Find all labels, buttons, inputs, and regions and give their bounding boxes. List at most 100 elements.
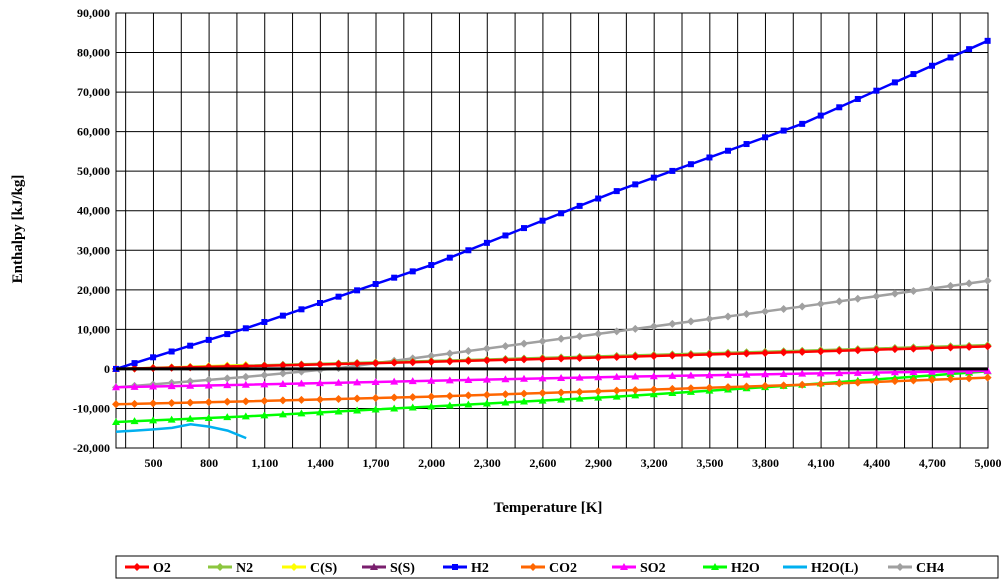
- point-ch4: [445, 349, 454, 358]
- point-h2: [817, 112, 824, 119]
- point-so2: [223, 381, 232, 389]
- point-ch4: [816, 299, 825, 308]
- point-o2: [927, 344, 936, 353]
- y-axis-title: Enthalpy [kJ/kg]: [10, 175, 26, 284]
- point-h2: [242, 325, 249, 332]
- y-axis-ticks: 90,000 80,000 70,000 60,000 50,000 40,000 30,0…: [73, 6, 110, 455]
- point-o2: [965, 342, 974, 351]
- point-o2: [686, 350, 695, 359]
- legend-label: CO2: [549, 561, 577, 576]
- point-h2: [799, 120, 806, 127]
- legend-item-n2: N2: [208, 561, 253, 576]
- point-h2: [520, 225, 527, 232]
- point-so2: [946, 367, 955, 375]
- point-h2o: [631, 391, 640, 399]
- legend-marker: [290, 563, 298, 571]
- point-co2: [315, 395, 324, 404]
- point-h2o: [482, 399, 491, 407]
- point-h2o: [223, 413, 232, 421]
- point-so2: [798, 369, 807, 377]
- point-ch4: [501, 342, 510, 351]
- legend-item-o2: O2: [125, 561, 171, 576]
- legend-item-h2: H2: [443, 561, 489, 576]
- legend-label: C(S): [310, 561, 338, 576]
- legend-label: H2: [471, 561, 489, 576]
- point-h2o: [612, 392, 621, 400]
- point-h2: [576, 202, 583, 209]
- point-ch4: [853, 294, 862, 303]
- point-co2: [167, 399, 176, 408]
- point-h2o: [112, 417, 120, 425]
- point-h2: [224, 331, 231, 338]
- point-so2: [278, 379, 287, 387]
- point-ch4: [983, 276, 992, 285]
- point-h2o: [149, 416, 158, 424]
- point-h2: [669, 167, 676, 174]
- point-ch4: [186, 377, 195, 386]
- point-h2o: [186, 414, 195, 422]
- point-co2: [241, 397, 250, 406]
- point-o2: [723, 349, 732, 358]
- point-o2: [816, 347, 825, 356]
- x-tick-label: 2,600: [529, 456, 556, 470]
- point-h2: [539, 217, 546, 224]
- legend-marker: [216, 563, 224, 571]
- point-so2: [241, 380, 250, 388]
- point-h2o: [334, 407, 343, 415]
- point-h2: [279, 312, 286, 319]
- point-h2: [261, 318, 268, 325]
- legend-marker: [896, 563, 904, 571]
- legend-marker: [133, 563, 141, 571]
- point-h2o: [501, 398, 510, 406]
- y-tick-label: -10,000: [73, 401, 110, 415]
- point-h2o: [909, 372, 918, 380]
- point-co2: [371, 394, 380, 403]
- point-co2: [427, 392, 436, 401]
- point-co2: [353, 394, 362, 403]
- point-ch4: [835, 297, 844, 306]
- point-h2: [780, 127, 787, 134]
- point-co2: [482, 390, 491, 399]
- point-so2: [445, 376, 454, 384]
- point-o2: [631, 352, 640, 361]
- point-h2o: [575, 394, 584, 402]
- point-co2: [186, 398, 195, 407]
- point-h2: [632, 181, 639, 188]
- point-so2: [742, 370, 751, 378]
- x-tick-label: 1,400: [307, 456, 334, 470]
- point-co2: [742, 382, 751, 391]
- point-so2: [167, 382, 176, 390]
- point-so2: [909, 367, 918, 375]
- point-h2: [465, 247, 472, 254]
- point-ch4: [872, 292, 881, 301]
- point-o2: [557, 354, 566, 363]
- point-so2: [668, 371, 677, 379]
- x-axis-ticks: 500 800 1,100 1,400 1,700 2,000 2,300 2,600 2,90…: [144, 456, 1001, 470]
- point-co2: [761, 381, 770, 390]
- point-ch4: [223, 374, 232, 383]
- legend-marker: [452, 564, 458, 570]
- point-co2: [390, 393, 399, 402]
- point-so2: [130, 382, 139, 390]
- point-co2: [668, 384, 677, 393]
- y-tick-label: 90,000: [77, 6, 110, 20]
- point-h2: [298, 306, 305, 313]
- point-h2: [502, 232, 509, 239]
- point-ch4: [946, 281, 955, 290]
- point-co2: [519, 389, 528, 398]
- point-ch4: [705, 314, 714, 323]
- point-h2o: [241, 412, 250, 420]
- point-so2: [612, 372, 621, 380]
- point-ch4: [519, 339, 528, 348]
- point-h2: [354, 287, 361, 294]
- point-co2: [705, 383, 714, 392]
- x-tick-label: 500: [144, 456, 162, 470]
- point-o2: [779, 348, 788, 357]
- point-ch4: [631, 324, 640, 333]
- point-ch4: [594, 329, 603, 338]
- point-h2: [595, 195, 602, 202]
- legend-marker: [370, 563, 378, 570]
- point-h2: [187, 342, 194, 349]
- point-o2: [464, 356, 473, 365]
- point-h2o: [427, 402, 436, 410]
